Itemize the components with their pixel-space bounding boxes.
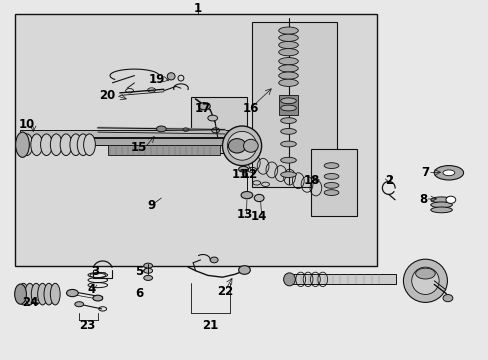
Ellipse shape	[280, 157, 296, 163]
Ellipse shape	[227, 131, 256, 160]
Ellipse shape	[207, 115, 217, 121]
Bar	[251, 22, 337, 187]
Ellipse shape	[280, 141, 296, 147]
Ellipse shape	[222, 126, 261, 166]
Text: 24: 24	[22, 296, 39, 309]
Ellipse shape	[324, 163, 338, 168]
Ellipse shape	[31, 283, 41, 305]
Ellipse shape	[238, 266, 250, 274]
Ellipse shape	[445, 196, 455, 203]
Ellipse shape	[167, 73, 175, 80]
Bar	[20, 130, 244, 137]
Text: 4: 4	[88, 283, 96, 296]
Ellipse shape	[143, 275, 152, 280]
Ellipse shape	[198, 103, 210, 110]
Ellipse shape	[143, 263, 152, 268]
Ellipse shape	[278, 27, 298, 34]
Ellipse shape	[41, 134, 52, 156]
Ellipse shape	[283, 273, 295, 286]
Text: 16: 16	[242, 102, 259, 114]
Ellipse shape	[143, 268, 152, 273]
Ellipse shape	[430, 202, 451, 208]
Ellipse shape	[430, 207, 451, 213]
Ellipse shape	[75, 302, 83, 307]
Bar	[20, 138, 244, 145]
Ellipse shape	[50, 283, 60, 305]
Bar	[278, 95, 298, 115]
Ellipse shape	[25, 283, 35, 305]
Ellipse shape	[324, 183, 338, 188]
Ellipse shape	[15, 284, 26, 304]
Ellipse shape	[241, 192, 252, 199]
Ellipse shape	[93, 295, 102, 301]
Ellipse shape	[77, 134, 89, 156]
Text: 1: 1	[194, 3, 202, 15]
Ellipse shape	[44, 283, 54, 305]
Ellipse shape	[210, 257, 218, 263]
Ellipse shape	[156, 126, 166, 132]
Ellipse shape	[228, 139, 245, 153]
Text: 18: 18	[303, 174, 319, 186]
Ellipse shape	[411, 267, 438, 294]
Ellipse shape	[278, 41, 298, 49]
Text: 13: 13	[236, 208, 252, 221]
Text: 3: 3	[91, 265, 99, 278]
Ellipse shape	[278, 79, 298, 86]
Ellipse shape	[280, 172, 296, 177]
Ellipse shape	[278, 65, 298, 72]
Text: 19: 19	[148, 73, 164, 86]
Bar	[15, 14, 376, 266]
Ellipse shape	[19, 283, 28, 305]
Ellipse shape	[433, 166, 463, 180]
Text: 12: 12	[241, 168, 257, 181]
Ellipse shape	[243, 139, 258, 152]
Text: 23: 23	[79, 319, 95, 332]
Ellipse shape	[403, 259, 447, 302]
Ellipse shape	[16, 132, 29, 157]
Ellipse shape	[280, 98, 296, 104]
Text: 14: 14	[250, 210, 267, 222]
Ellipse shape	[31, 134, 42, 156]
Text: 17: 17	[194, 102, 211, 114]
Text: 20: 20	[99, 89, 116, 102]
Text: 11: 11	[231, 168, 247, 181]
Ellipse shape	[254, 194, 264, 202]
Ellipse shape	[38, 283, 47, 305]
Ellipse shape	[278, 58, 298, 65]
Ellipse shape	[324, 174, 338, 179]
Ellipse shape	[415, 268, 434, 279]
Text: 5: 5	[135, 265, 143, 278]
Text: 8: 8	[418, 193, 426, 206]
Bar	[310, 149, 356, 216]
Bar	[290, 274, 395, 284]
Text: 7: 7	[421, 166, 428, 179]
Ellipse shape	[238, 166, 248, 172]
Bar	[107, 145, 220, 155]
Text: 9: 9	[147, 199, 155, 212]
Text: 6: 6	[135, 287, 143, 300]
Ellipse shape	[280, 105, 296, 111]
Ellipse shape	[280, 129, 296, 134]
Ellipse shape	[278, 72, 298, 79]
Ellipse shape	[66, 289, 78, 297]
Ellipse shape	[278, 49, 298, 56]
Ellipse shape	[324, 190, 338, 195]
Ellipse shape	[70, 134, 81, 156]
Ellipse shape	[430, 197, 451, 203]
Ellipse shape	[280, 118, 296, 123]
Ellipse shape	[83, 134, 95, 156]
Ellipse shape	[21, 134, 33, 156]
Ellipse shape	[278, 34, 298, 41]
Text: 2: 2	[384, 174, 392, 186]
Text: 21: 21	[202, 319, 218, 332]
Ellipse shape	[60, 134, 72, 156]
Ellipse shape	[50, 134, 62, 156]
Ellipse shape	[442, 170, 454, 176]
Text: 22: 22	[216, 285, 233, 298]
Ellipse shape	[442, 294, 452, 302]
Bar	[190, 97, 246, 153]
Text: 10: 10	[19, 118, 35, 131]
Text: 15: 15	[131, 141, 147, 154]
